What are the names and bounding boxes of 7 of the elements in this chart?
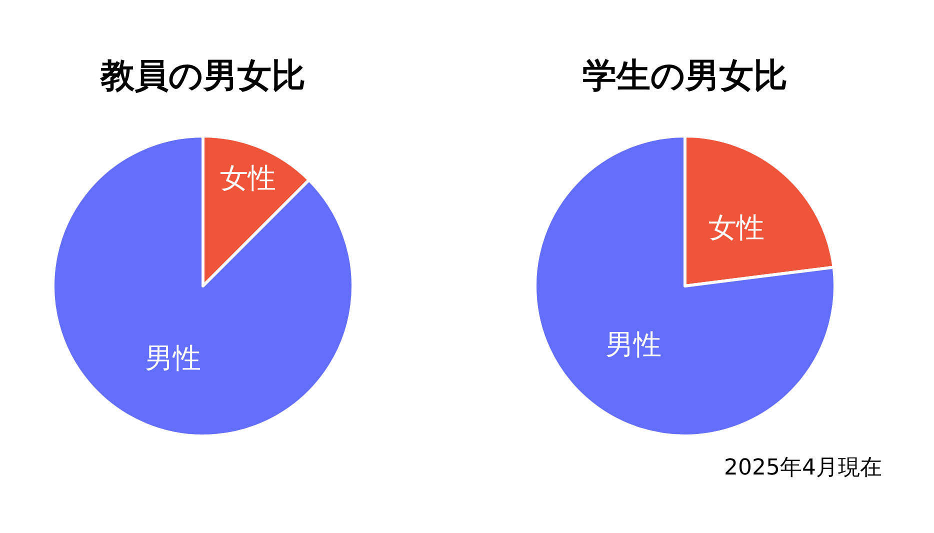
slice-label: 男性 (145, 342, 202, 375)
slice-label: 男性 (605, 328, 662, 362)
slice-label: 女性 (708, 210, 765, 244)
slice-label: 女性 (220, 161, 276, 194)
chart-title: 教員の男女比 (100, 56, 306, 96)
text: 2025年4月現在 (724, 456, 882, 480)
chart-title: 学生の男女比 (582, 56, 788, 96)
